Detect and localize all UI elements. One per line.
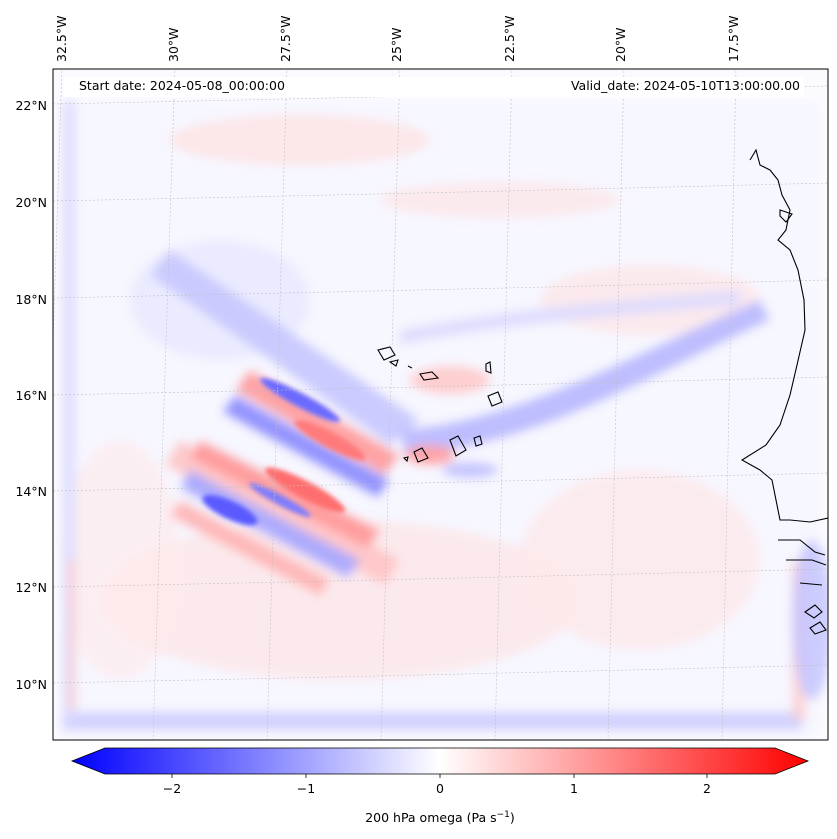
colorbar: −2 −1 0 1 2 200 hPa omega (Pa s−1) [70,747,810,825]
colorbar-tick-label: 0 [436,781,444,796]
colorbar-tick-label: 2 [703,781,711,796]
omega-field [60,100,828,740]
omega-extremes [202,377,366,526]
lat-tick-label: 14°N [15,484,47,499]
lat-tick-label: 22°N [15,98,47,113]
header-strip [64,77,804,97]
lat-tick-label: 20°N [15,195,47,210]
start-date-label: Start date: 2024-05-08_00:00:00 [79,78,285,93]
colorbar-tick-label: −1 [297,781,315,796]
colorbar-label-main: 200 hPa omega (Pa s [365,810,496,825]
lat-tick-label: 16°N [15,388,47,403]
colorbar-bar [70,747,810,775]
map-area [53,69,828,740]
lon-tick-label: 17.5°W [726,16,741,62]
lon-tick-label: 25°W [389,27,404,62]
colorbar-tick-label: −2 [163,781,181,796]
lon-tick-label: 27.5°W [278,16,293,62]
lat-tick-label: 12°N [15,580,47,595]
lon-tick-label: 30°W [166,27,181,62]
valid-date-label: Valid_date: 2024-05-10T13:00:00.00 [571,78,800,93]
colorbar-label-sup: −1 [497,810,510,820]
map-frame [52,68,829,741]
lon-tick-label: 32.5°W [54,16,69,62]
colorbar-label: 200 hPa omega (Pa s−1) [365,810,515,825]
coastline [377,148,828,635]
colorbar-ticks [171,774,708,778]
graticule [53,69,828,740]
lon-tick-label: 22.5°W [502,16,517,62]
lon-tick-label: 20°W [613,27,628,62]
colorbar-label-end: ) [510,810,515,825]
colorbar-tick-label: 1 [570,781,578,796]
lat-tick-label: 10°N [15,677,47,692]
lat-tick-label: 18°N [15,292,47,307]
